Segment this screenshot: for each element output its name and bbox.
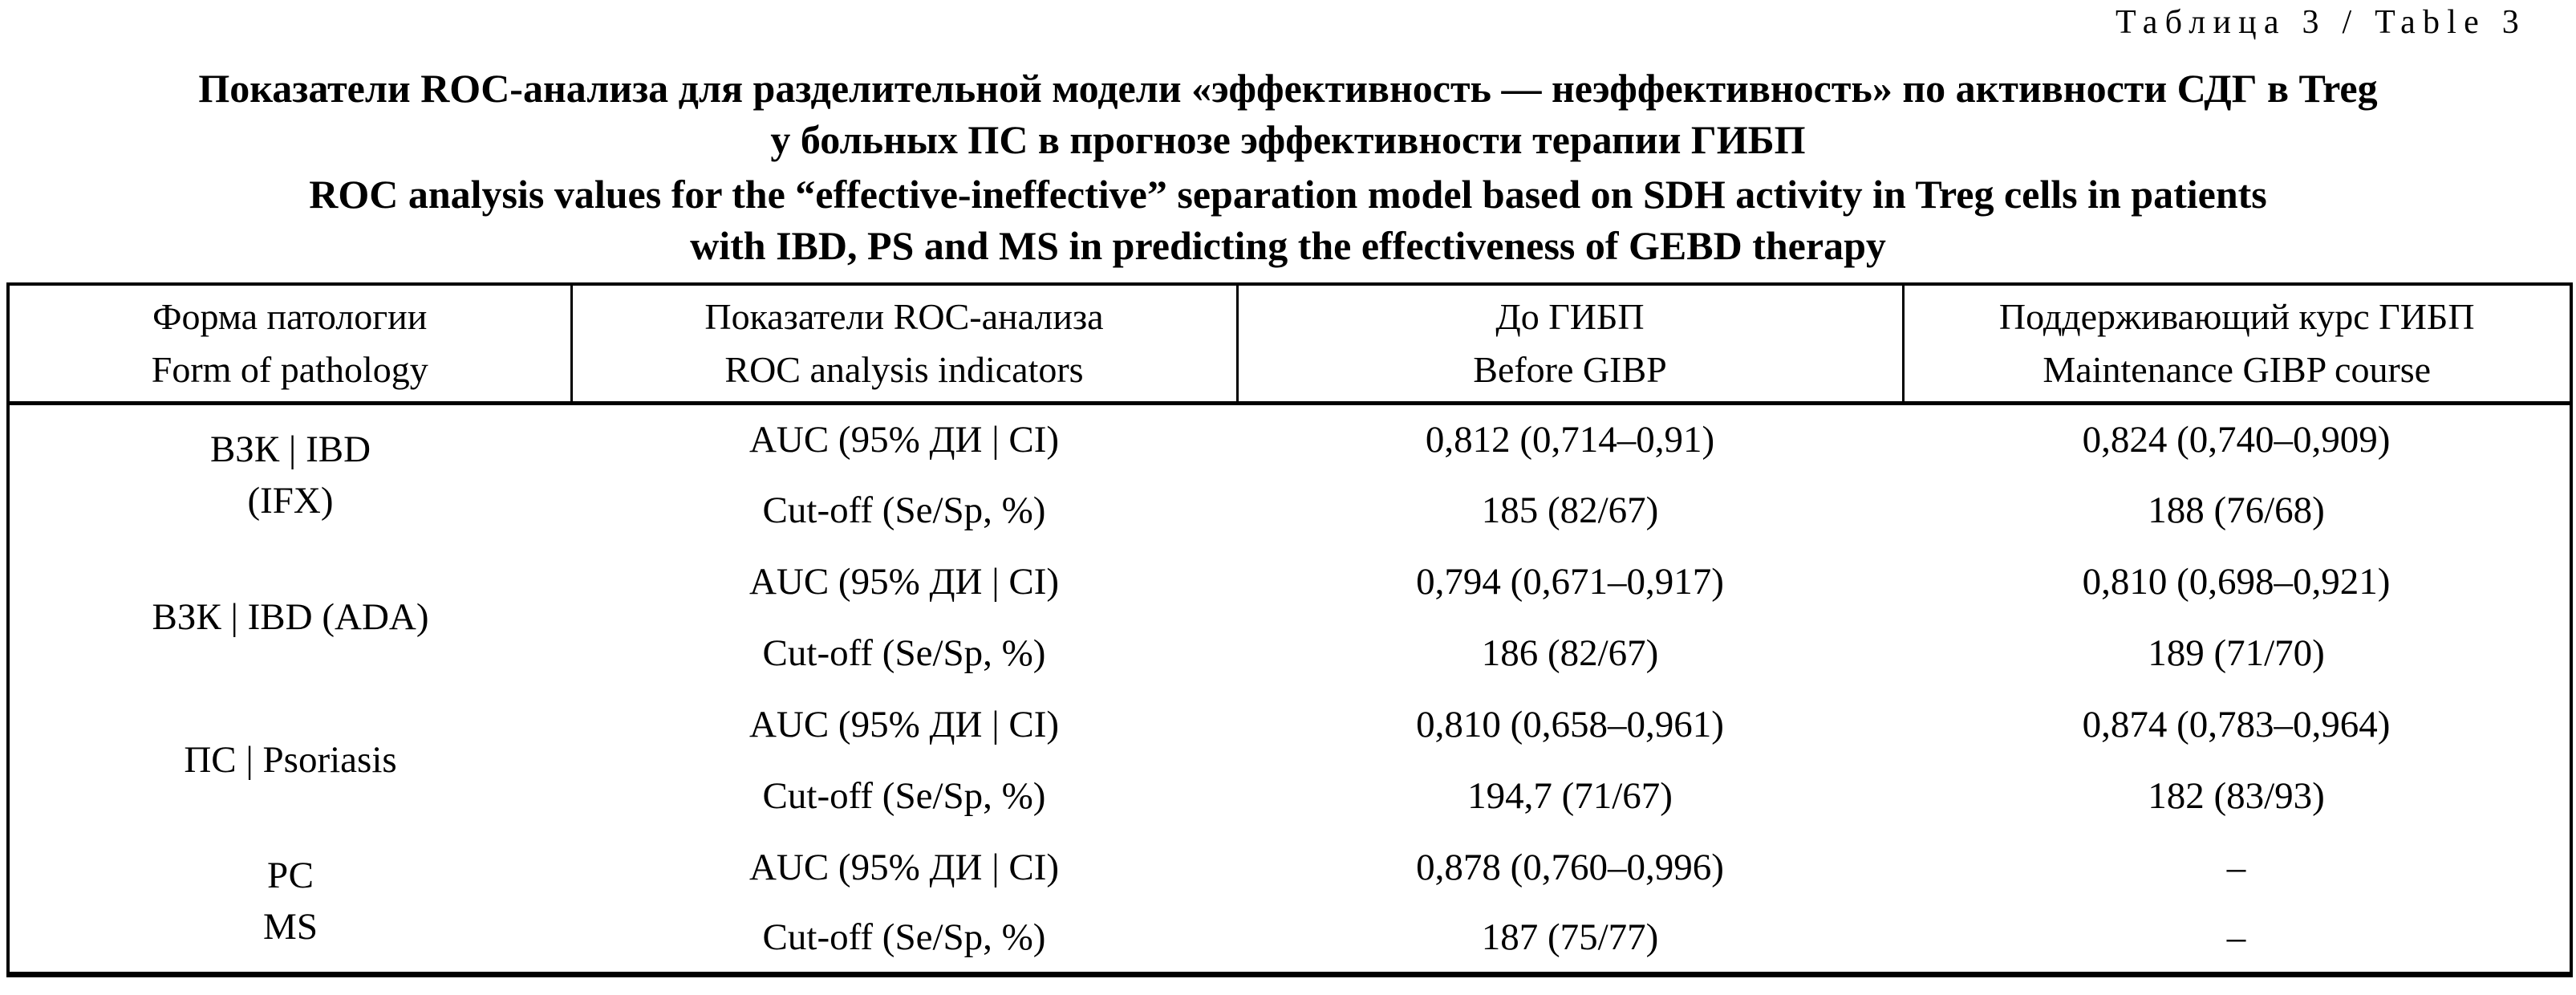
maintenance-value-cell: 182 (83/93): [2148, 774, 2325, 817]
pathology-cell-psoriasis: ПС | Psoriasis: [8, 688, 571, 831]
indicator-cell: Cut-off (Se/Sp, %): [762, 489, 1046, 531]
pathology-cell-ibd-ifx: ВЗК | IBD (IFX): [8, 403, 571, 546]
before-value-cell: 186 (82/67): [1481, 632, 1659, 674]
indicator-cell: AUC (95% ДИ | CI): [748, 560, 1060, 603]
indicator-cell: AUC (95% ДИ | CI): [748, 846, 1060, 888]
indicator-cell: Cut-off (Se/Sp, %): [762, 916, 1046, 958]
maintenance-value-cell: –: [2226, 916, 2246, 958]
table-row: ВЗК | IBD (ADA) AUC (95% ДИ | CI) 0,794 …: [8, 546, 2571, 639]
table-row: Cut-off (Se/Sp, %) 185 (82/67) 188 (76/6…: [8, 474, 2571, 546]
title-russian-line2: у больных ПС в прогнозе эффективности те…: [770, 117, 1806, 162]
table-row: РС MS AUC (95% ДИ | CI) 0,878 (0,760–0,9…: [8, 831, 2571, 948]
roc-analysis-table: Форма патологии Form of pathology Показа…: [6, 282, 2573, 977]
table-row: Cut-off (Se/Sp, %) 186 (82/67) 189 (71/7…: [8, 617, 2571, 688]
title-english-line1: ROC analysis values for the “effective-i…: [309, 172, 2267, 217]
maintenance-value-cell: 189 (71/70): [2148, 632, 2325, 674]
maintenance-value-cell: 0,824 (0,740–0,909): [2082, 418, 2391, 461]
pathology-line: MS: [263, 906, 318, 948]
before-value-cell: 185 (82/67): [1481, 489, 1659, 531]
before-value-cell: 187 (75/77): [1481, 916, 1659, 958]
indicator-cell: AUC (95% ДИ | CI): [748, 703, 1060, 745]
pathology-line: РС: [266, 855, 314, 897]
maintenance-value-cell: 0,810 (0,698–0,921): [2082, 560, 2391, 603]
before-value-cell: 0,810 (0,658–0,961): [1416, 703, 1724, 745]
before-value-cell: 0,794 (0,671–0,917): [1416, 560, 1724, 603]
indicator-cell: AUC (95% ДИ | CI): [748, 418, 1060, 461]
pathology-cell-ibd-ada: ВЗК | IBD (ADA): [8, 546, 571, 688]
pathology-line: ВЗК | IBD: [209, 428, 371, 471]
maintenance-value-cell: 0,874 (0,783–0,964): [2082, 703, 2391, 745]
title-english: ROC analysis values for the “effective-i…: [0, 169, 2576, 271]
col-header-maintenance-ru: Поддерживающий курс ГИБП: [1998, 295, 2475, 337]
col-header-pathology-ru: Форма патологии: [152, 295, 428, 337]
before-value-cell: 194,7 (71/67): [1467, 774, 1673, 817]
col-header-indicators-en: ROC analysis indicators: [724, 348, 1084, 390]
title-english-line2: with IBD, PS and MS in predicting the ef…: [690, 223, 1886, 268]
before-value-cell: 0,878 (0,760–0,996): [1416, 846, 1724, 888]
col-header-maintenance: Поддерживающий курс ГИБП Maintenance GIB…: [1903, 284, 2571, 405]
table-number-label: Таблица 3 / Table 3: [2115, 4, 2526, 41]
maintenance-value-cell: –: [2226, 846, 2246, 888]
pathology-line: (IFX): [247, 480, 334, 522]
before-value-cell: 0,812 (0,714–0,91): [1425, 418, 1715, 461]
col-header-indicators: Показатели ROC-анализа ROC analysis indi…: [571, 284, 1239, 405]
col-header-indicators-ru: Показатели ROC-анализа: [704, 295, 1104, 337]
col-header-pathology-en: Form of pathology: [151, 348, 428, 390]
table-row: Cut-off (Se/Sp, %) 194,7 (71/67) 182 (83…: [8, 760, 2571, 831]
header-row: Форма патологии Form of pathology Показа…: [8, 284, 2571, 405]
col-header-before: До ГИБП Before GIBP: [1237, 284, 1905, 405]
col-header-before-en: Before GIBP: [1473, 348, 1667, 390]
col-header-pathology: Форма патологии Form of pathology: [8, 284, 573, 405]
col-header-before-ru: До ГИБП: [1495, 295, 1645, 337]
title-russian-line1: Показатели ROC-анализа для разделительно…: [198, 66, 2378, 111]
maintenance-value-cell: 188 (76/68): [2148, 489, 2325, 531]
pathology-line: ВЗК | IBD (ADA): [152, 596, 429, 638]
indicator-cell: Cut-off (Se/Sp, %): [762, 632, 1046, 674]
table-row: Cut-off (Se/Sp, %) 187 (75/77) –: [8, 903, 2571, 974]
table-row: ПС | Psoriasis AUC (95% ДИ | CI) 0,810 (…: [8, 688, 2571, 782]
table-row: ВЗК | IBD (IFX) AUC (95% ДИ | CI) 0,812 …: [8, 403, 2571, 522]
pathology-cell-ms: РС MS: [8, 831, 571, 974]
title-russian: Показатели ROC-анализа для разделительно…: [0, 63, 2576, 165]
col-header-maintenance-en: Maintenance GIBP course: [2043, 348, 2432, 390]
pathology-line: ПС | Psoriasis: [184, 739, 397, 781]
indicator-cell: Cut-off (Se/Sp, %): [762, 774, 1046, 817]
